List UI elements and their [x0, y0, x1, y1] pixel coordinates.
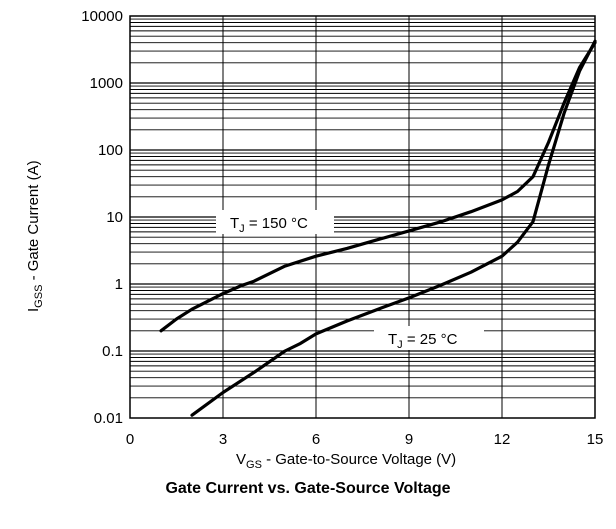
x-tick-label: 3 [219, 431, 227, 448]
y-tick-label: 0.1 [102, 343, 123, 360]
chart-title: Gate Current vs. Gate-Source Voltage [165, 480, 451, 497]
y-tick-label: 1000 [90, 75, 123, 92]
series-line-25c [190, 39, 597, 417]
y-tick-label: 100 [98, 142, 123, 159]
x-tick-label: 9 [405, 431, 413, 448]
series-layer [159, 39, 597, 417]
series-25-label-sub: J [397, 339, 403, 351]
series-25-label-rest: = 25 °C [403, 331, 458, 348]
svg-text:TJ = 150 °C: TJ = 150 °C [230, 215, 308, 235]
series-label-150c: TJ = 150 °C [216, 210, 334, 235]
x-axis-title: VGS - Gate-to-Source Voltage (V) [236, 451, 456, 471]
x-axis-title-sub: GS [246, 459, 262, 471]
x-tick-label: 12 [494, 431, 511, 448]
x-axis-title-rest: - Gate-to-Source Voltage (V) [262, 451, 456, 468]
x-tick-label: 6 [312, 431, 320, 448]
series-150-label-main: T [230, 215, 239, 232]
series-150-label-rest: = 150 °C [245, 215, 308, 232]
y-tick-labels: 0.01 0.1 1 10 100 1000 10000 [81, 8, 123, 427]
series-label-25c: TJ = 25 °C [374, 326, 484, 351]
y-axis-title-sub: GSS [33, 285, 45, 308]
grid [130, 16, 595, 418]
y-tick-label: 1 [115, 276, 123, 293]
y-axis-title: IGSS - Gate Current (A) [25, 160, 45, 312]
series-25-label-main: T [388, 331, 397, 348]
y-tick-label: 10 [106, 209, 123, 226]
y-axis-title-main: I [25, 308, 42, 312]
y-tick-label: 0.01 [94, 410, 123, 427]
x-axis-title-main: V [236, 451, 246, 468]
series-line-150c [159, 41, 597, 333]
x-tick-label: 15 [587, 431, 604, 448]
series-150-label-sub: J [239, 223, 245, 235]
y-tick-label: 10000 [81, 8, 123, 25]
x-tick-label: 0 [126, 431, 134, 448]
plot-frame [129, 15, 596, 419]
svg-text:TJ = 25 °C: TJ = 25 °C [388, 331, 458, 351]
y-axis-title-rest: - Gate Current (A) [25, 160, 42, 284]
x-tick-labels: 0 3 6 9 12 15 [126, 431, 604, 448]
